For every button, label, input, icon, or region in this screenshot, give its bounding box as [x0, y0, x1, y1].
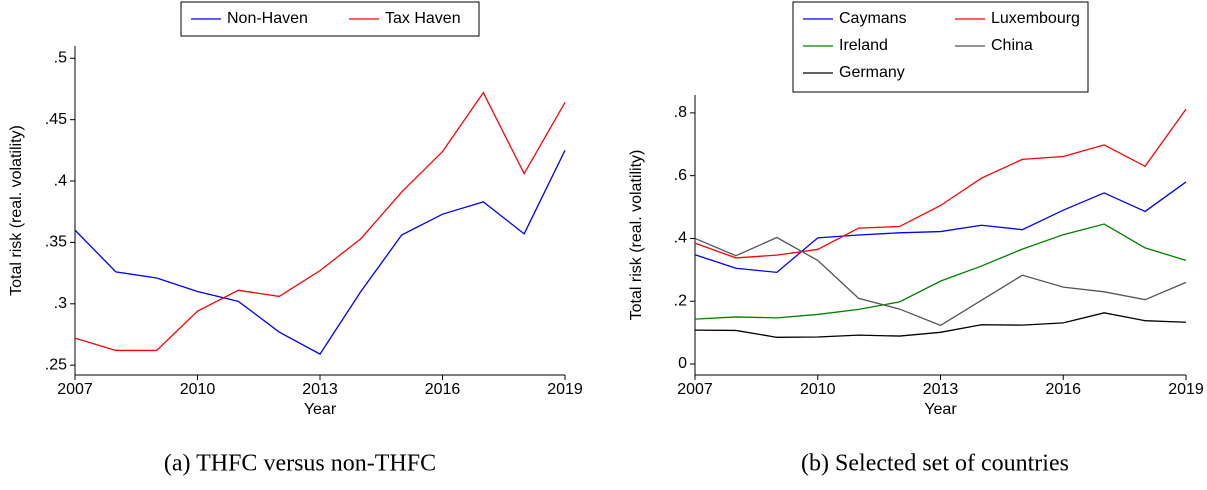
x-tick-label: 2013 — [302, 381, 338, 398]
x-tick-label: 2019 — [1168, 381, 1204, 398]
y-tick-label: .25 — [45, 356, 67, 373]
y-tick-label: .5 — [54, 49, 67, 66]
x-tick-label: 2007 — [57, 381, 93, 398]
x-tick-label: 2016 — [425, 381, 461, 398]
legend-label: Non-Haven — [227, 10, 308, 27]
series-line — [74, 91, 566, 352]
legend-label: Germany — [839, 64, 905, 81]
legend-box — [180, 1, 480, 37]
series-line — [694, 236, 1187, 327]
series-line — [694, 108, 1187, 259]
y-axis-title: Total risk (real. volatility) — [8, 125, 25, 296]
series-line — [74, 150, 566, 355]
series-line — [694, 312, 1187, 338]
caption: (b) Selected set of countries — [801, 451, 1069, 477]
y-tick-label: .8 — [674, 104, 687, 121]
caption: (a) THFC versus non-THFC — [164, 451, 436, 477]
x-axis-title: Year — [924, 401, 957, 418]
y-tick-label: .35 — [45, 234, 67, 251]
y-tick-label: .3 — [54, 295, 67, 312]
y-tick-label: .4 — [674, 230, 687, 247]
y-axis-title: Total risk (real. volatility) — [628, 150, 645, 321]
x-tick-label: 2016 — [1045, 381, 1081, 398]
legend-label: Caymans — [839, 10, 907, 27]
legend-label: Tax Haven — [385, 10, 461, 27]
x-tick-label: 2010 — [180, 381, 216, 398]
legend-box — [792, 1, 1089, 93]
y-tick-label: 0 — [678, 355, 687, 372]
y-tick-label: .6 — [674, 167, 687, 184]
x-tick-label: 2013 — [923, 381, 959, 398]
x-axis-title: Year — [304, 401, 337, 418]
x-tick-label: 2007 — [677, 381, 713, 398]
legend-label: Luxembourg — [991, 10, 1080, 27]
x-tick-label: 2010 — [800, 381, 836, 398]
legend-label: Ireland — [839, 37, 888, 54]
series-line — [694, 223, 1187, 320]
x-tick-label: 2019 — [547, 381, 583, 398]
y-tick-label: .2 — [674, 292, 687, 309]
y-tick-label: .4 — [54, 172, 67, 189]
legend-label: China — [991, 37, 1033, 54]
series-line — [694, 181, 1187, 274]
y-tick-label: .45 — [45, 111, 67, 128]
